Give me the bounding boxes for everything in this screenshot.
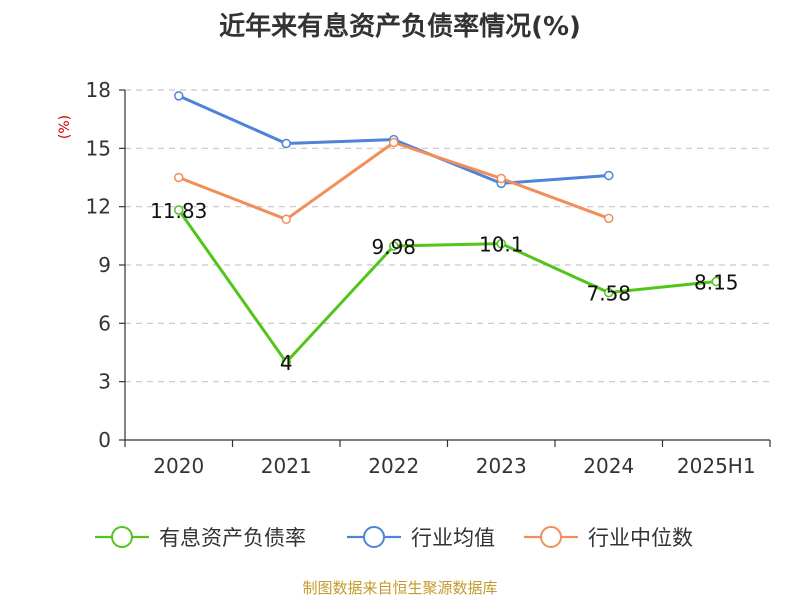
- x-tick-label: 2021: [261, 454, 312, 478]
- data-point: [604, 213, 614, 224]
- y-tick-label: 18: [86, 78, 111, 102]
- legend-label: 行业均值: [411, 526, 495, 550]
- y-tick-label: 3: [98, 370, 111, 394]
- data-point: [389, 137, 399, 148]
- x-tick-label: 2022: [368, 454, 419, 478]
- data-point: [711, 276, 721, 287]
- x-tick-label: 2024: [583, 454, 634, 478]
- data-point: [281, 138, 291, 149]
- data-point: [281, 214, 291, 225]
- data-label: 8.15: [694, 271, 739, 295]
- y-tick-label: 9: [98, 253, 111, 277]
- series-0: [174, 205, 721, 367]
- source-note: 制图数据来自恒生聚源数据库: [302, 579, 498, 597]
- data-point: [174, 172, 184, 183]
- legend-item: 行业均值: [347, 526, 495, 550]
- series-line: [177, 208, 718, 364]
- data-labels: 11.83 4 9.98 10.1 7.58 8.15: [150, 199, 738, 375]
- legend-label: 行业中位数: [588, 526, 693, 550]
- y-tick-label: 6: [98, 311, 111, 335]
- y-tick-label: 0: [98, 428, 111, 452]
- y-axis-label: (%): [57, 115, 73, 139]
- x-tick-label: 2023: [476, 454, 527, 478]
- series-2: [174, 137, 614, 225]
- grid-lines: [125, 89, 770, 383]
- x-tick-label: 2020: [153, 454, 204, 478]
- data-point: [281, 357, 291, 367]
- data-label: 4: [280, 351, 293, 375]
- data-point: [496, 173, 506, 184]
- legend-item: 有息资产负债率: [95, 526, 306, 550]
- series-lines: [174, 91, 721, 367]
- legend-label: 有息资产负债率: [159, 526, 306, 550]
- data-label: 10.1: [479, 233, 524, 257]
- legend-item: 行业中位数: [524, 526, 693, 550]
- legend: 有息资产负债率 行业均值 行业中位数: [95, 526, 693, 550]
- data-point: [496, 238, 506, 249]
- x-tick-label: 2025H1: [677, 454, 756, 478]
- data-point: [604, 170, 614, 181]
- y-tick-label: 12: [86, 195, 111, 219]
- legend-marker: [363, 526, 385, 548]
- chart-title: 近年来有息资产负债率情况(%): [219, 12, 581, 42]
- axes: 0 3 6 9 12 15 18 2020 2021 2022 2023 2024 2025H1 (%): [57, 78, 771, 478]
- data-label: 9.98: [371, 235, 416, 259]
- data-point: [174, 91, 184, 101]
- data-label: 7.58: [586, 282, 631, 306]
- y-tick-label: 15: [86, 136, 111, 160]
- data-point: [174, 205, 184, 215]
- data-label: 11.83: [150, 199, 207, 223]
- legend-marker: [540, 526, 562, 548]
- data-point: [389, 241, 399, 251]
- legend-marker: [111, 526, 133, 548]
- data-point: [604, 287, 614, 298]
